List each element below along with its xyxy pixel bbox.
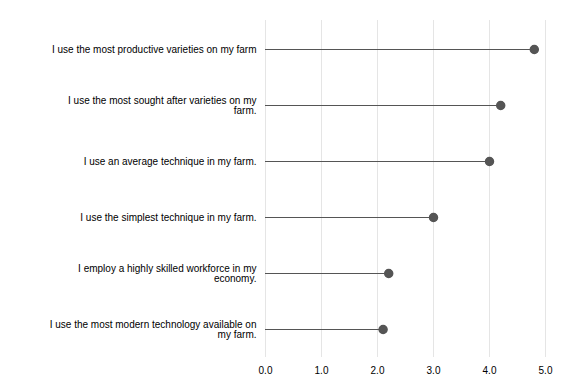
svg-text:I use the most productive vari: I use the most productive varieties on m… [52,44,257,55]
svg-text:4.0: 4.0 [483,365,497,376]
svg-text:I employ a highly skilled work: I employ a highly skilled workforce in m… [78,263,256,284]
svg-text:1.0: 1.0 [315,365,329,376]
svg-text:0.0: 0.0 [259,365,273,376]
svg-text:I use the most modern technolo: I use the most modern technology availab… [50,319,257,340]
svg-text:5.0: 5.0 [539,365,553,376]
svg-text:2.0: 2.0 [371,365,385,376]
svg-text:I use an average technique in: I use an average technique in my farm. [84,156,257,167]
svg-text:I use the most sought after va: I use the most sought after varieties on… [68,95,256,116]
svg-text:3.0: 3.0 [427,365,441,376]
svg-text:I use the simplest technique i: I use the simplest technique in my farm. [80,212,256,223]
